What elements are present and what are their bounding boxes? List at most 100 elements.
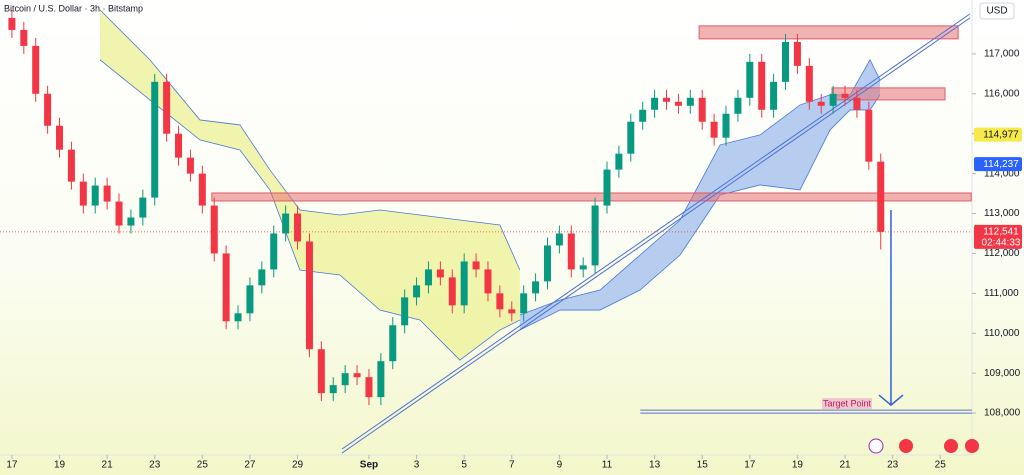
x-tick-label: 19 (54, 460, 66, 471)
x-tick-label: 23 (149, 460, 161, 471)
candle-body (8, 17, 16, 30)
candle-body (817, 101, 825, 106)
event-icon[interactable] (899, 439, 913, 453)
candle-body (746, 61, 754, 98)
candle-body (377, 361, 385, 398)
candle-body (651, 97, 659, 110)
candle-body (329, 385, 337, 394)
candle-body (591, 205, 599, 266)
candle-body (710, 121, 718, 138)
candle-body (186, 157, 194, 174)
candle-body (460, 261, 468, 306)
currency-box[interactable] (979, 2, 1015, 20)
candle-body (234, 313, 242, 322)
candle-body (365, 377, 373, 398)
candle-body (615, 153, 623, 170)
candle-body (841, 93, 849, 98)
candle-body (401, 297, 409, 326)
candle-body (270, 233, 278, 270)
candle-body (44, 93, 52, 126)
candle-body (198, 173, 206, 206)
candle-body (865, 109, 873, 162)
y-tick-label: 116,000 (984, 88, 1020, 99)
x-tick-label: 3 (414, 460, 420, 471)
cloud (99, 9, 520, 361)
event-icon[interactable] (944, 439, 958, 453)
cloud-lower (99, 59, 521, 361)
candle-body (424, 269, 432, 286)
candle-body (127, 217, 135, 226)
candle-body (520, 293, 528, 314)
candle-body (389, 325, 397, 362)
trendline (341, 13, 971, 450)
resistance-zone (211, 192, 972, 202)
event-icon[interactable] (965, 439, 979, 453)
countdown: 02:44:33 (982, 237, 1021, 248)
candle-body (484, 269, 492, 294)
x-tick-label: 5 (461, 460, 467, 471)
candle-body (674, 101, 682, 106)
x-tick-label: 25 (935, 460, 947, 471)
x-tick-label: 11 (602, 460, 613, 471)
x-tick-label: 29 (292, 460, 304, 471)
candle-body (853, 97, 861, 110)
x-tick-label: Sep (360, 460, 378, 471)
price-label: 112,541 (983, 226, 1019, 237)
cloud-upper (99, 9, 521, 271)
candle-body (532, 281, 540, 294)
candle-body (210, 205, 218, 254)
price-label: 114,237 (983, 159, 1019, 170)
price-label-bg (974, 224, 1022, 249)
candle-body (734, 97, 742, 114)
candle-body (341, 373, 349, 386)
y-tick-label: 117,000 (984, 49, 1020, 60)
candle-body (603, 169, 611, 206)
candle-body (163, 81, 171, 134)
candle-body (639, 109, 647, 122)
candle-body (698, 97, 706, 122)
candle-body (758, 61, 766, 110)
candle-body (139, 197, 147, 218)
cloud-lower (519, 94, 881, 331)
y-tick-label: 110,000 (984, 328, 1020, 339)
price-label-bg (974, 157, 1022, 172)
candle-body (175, 133, 183, 158)
currency: USD (986, 6, 1007, 17)
candle-body (317, 349, 325, 394)
x-tick-label: 23 (887, 460, 899, 471)
candle-body (663, 97, 671, 102)
x-tick-label: 17 (6, 460, 18, 471)
x-tick-label: 13 (649, 460, 661, 471)
x-tick-label: 9 (557, 460, 563, 471)
candle-body (79, 181, 87, 206)
candle-body (294, 213, 302, 242)
candle-body (56, 125, 64, 150)
event-icon[interactable] (868, 438, 884, 454)
y-tick-label: 112,000 (984, 248, 1020, 259)
y-tick-label: 114,000 (984, 168, 1020, 179)
resistance-zone (698, 25, 959, 40)
candle-body (627, 121, 635, 154)
x-tick-label: 27 (244, 460, 256, 471)
candle-body (353, 373, 361, 378)
candle-body (508, 309, 516, 314)
x-tick-label: 7 (509, 460, 515, 471)
x-tick-label: 25 (197, 460, 209, 471)
candle-body (793, 41, 801, 66)
candle-body (579, 265, 587, 270)
y-tick-label: 109,000 (984, 368, 1021, 379)
candle-body (496, 293, 504, 310)
candle-body (20, 29, 28, 46)
candle-body (555, 233, 563, 246)
candle-body (805, 65, 813, 102)
candle-body (722, 113, 730, 138)
candle-body (91, 185, 99, 206)
candle-body (770, 81, 778, 110)
candle-body (282, 213, 290, 234)
candle-body (67, 149, 75, 182)
price-label: 114,977 (983, 129, 1019, 140)
x-tick-label: 21 (102, 460, 114, 471)
candle-body (115, 201, 123, 226)
